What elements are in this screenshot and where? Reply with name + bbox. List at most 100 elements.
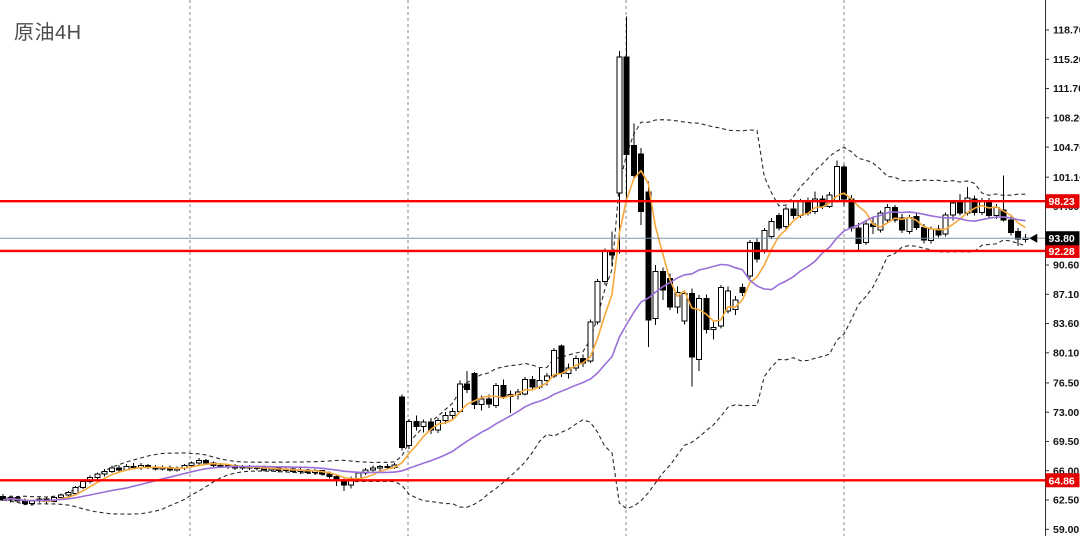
- candle: [1015, 231, 1021, 240]
- candle: [101, 471, 108, 475]
- level-tag-92.28[interactable]: 92.28: [1045, 243, 1080, 258]
- candle: [841, 166, 847, 200]
- level-tag-92.28-bg[interactable]: [1045, 243, 1080, 258]
- candle: [551, 349, 557, 377]
- candle: [478, 398, 485, 406]
- candle: [739, 287, 746, 294]
- axis-tick-label: 87.10: [1053, 289, 1079, 301]
- candle: [65, 491, 72, 496]
- bollinger-upper-band: [2, 119, 1026, 501]
- candle: [775, 215, 782, 229]
- candle: [877, 212, 884, 231]
- candle: [72, 486, 79, 494]
- candle: [500, 384, 507, 397]
- axis-tick-label: 111.70: [1053, 83, 1080, 95]
- candle: [587, 321, 594, 362]
- candle: [906, 216, 913, 233]
- candle: [116, 467, 122, 471]
- level-tag-98.23[interactable]: 98.23: [1045, 194, 1080, 209]
- candle: [558, 345, 565, 375]
- axis-tick-label: 73.00: [1053, 407, 1079, 419]
- candle: [942, 214, 949, 235]
- last-price-tag-text: 93.80: [1049, 233, 1075, 245]
- candle: [957, 200, 963, 214]
- candle: [326, 473, 333, 478]
- axis-tick-label: 101.10: [1053, 172, 1080, 184]
- candle: [616, 56, 623, 194]
- level-tag-64.86-bg[interactable]: [1045, 473, 1080, 488]
- candle: [384, 466, 391, 469]
- candle: [406, 420, 412, 447]
- candle: [652, 271, 659, 320]
- candle: [464, 383, 470, 391]
- axis-tick-label: 80.10: [1053, 348, 1079, 360]
- candle: [746, 241, 753, 277]
- level-tag-98.23-text: 98.23: [1049, 196, 1075, 208]
- axis-tick-label: 90.60: [1053, 260, 1079, 272]
- level-tag-98.23-bg[interactable]: [1045, 194, 1080, 209]
- candle: [188, 462, 195, 467]
- candle: [717, 287, 724, 327]
- candle: [493, 384, 499, 406]
- candle: [761, 230, 768, 251]
- candle: [659, 271, 666, 291]
- candle: [377, 466, 383, 469]
- candle: [971, 198, 978, 213]
- candle: [195, 460, 202, 464]
- candle: [572, 358, 579, 369]
- axis-tick-label: 104.70: [1053, 142, 1080, 154]
- axis-tick-label: 76.50: [1053, 378, 1079, 390]
- candle: [522, 379, 528, 395]
- axis-tick-label: 118.70: [1053, 25, 1080, 37]
- last-price-tag: 93.80: [1045, 231, 1080, 246]
- candle: [623, 56, 630, 156]
- bollinger-lower-band: [2, 239, 1026, 515]
- axis-tick-label: 83.60: [1053, 318, 1079, 330]
- candle: [862, 223, 869, 243]
- candle: [355, 472, 362, 479]
- axis-tick-label: 108.20: [1053, 113, 1080, 125]
- candle: [471, 373, 478, 406]
- candle: [812, 198, 818, 212]
- candle: [543, 375, 550, 381]
- candle: [108, 467, 115, 473]
- candle: [949, 202, 956, 216]
- candle: [783, 208, 789, 228]
- candle: [594, 281, 601, 323]
- session-gridlines: [189, 0, 845, 536]
- level-tag-64.86[interactable]: 64.86: [1045, 473, 1080, 488]
- axis-tick-label: 59.00: [1053, 524, 1079, 536]
- ma_fast-line: [2, 169, 1026, 502]
- bollinger-bands: [2, 119, 1026, 515]
- candle: [797, 200, 804, 217]
- ma_slow-line: [2, 211, 1026, 502]
- last-price-arrow-icon: [1029, 233, 1038, 243]
- candle: [725, 290, 731, 312]
- candle: [369, 467, 376, 471]
- last-price-tag-bg: [1045, 231, 1080, 246]
- axis-tick-label: 62.50: [1053, 495, 1079, 507]
- candle: [79, 481, 86, 488]
- candle: [1007, 219, 1014, 233]
- candle: [891, 206, 898, 221]
- candle: [645, 191, 652, 321]
- level-tag-64.86-text: 64.86: [1049, 475, 1075, 487]
- candles: [0, 16, 1029, 506]
- candle: [790, 208, 797, 217]
- candle: [696, 297, 702, 361]
- candle: [688, 292, 695, 358]
- candle: [848, 198, 855, 229]
- candle: [928, 228, 934, 242]
- candle: [630, 144, 637, 177]
- candle: [456, 383, 463, 412]
- candle: [0, 496, 6, 501]
- candle: [681, 292, 688, 322]
- axis-tick-label: 115.20: [1053, 54, 1080, 66]
- candle: [601, 251, 608, 283]
- candle: [420, 421, 427, 427]
- candle: [855, 227, 862, 244]
- candle: [485, 398, 492, 405]
- candle: [1000, 209, 1007, 221]
